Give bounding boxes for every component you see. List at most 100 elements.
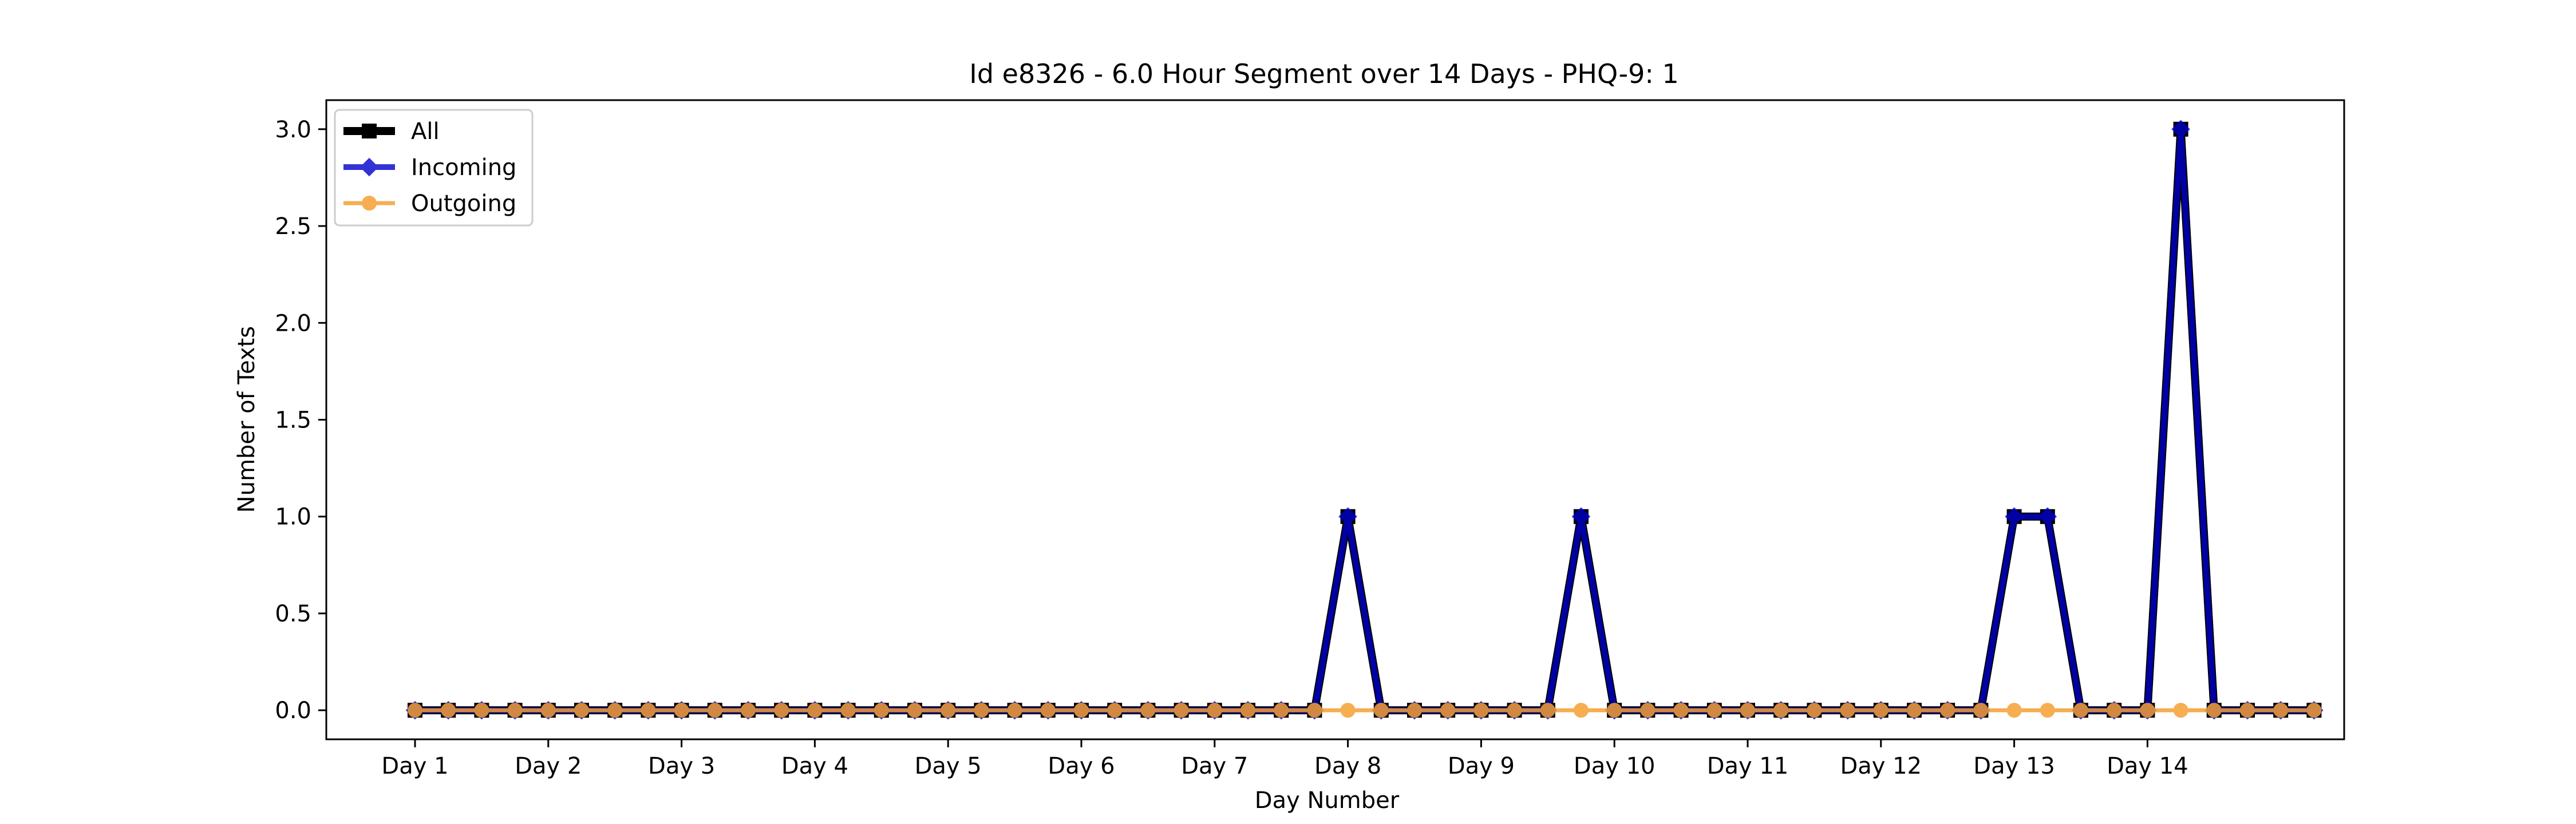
outgoing-point-41 bbox=[1773, 703, 1789, 718]
legend-swatch-outgoing bbox=[343, 196, 395, 211]
legend-item-outgoing: Outgoing bbox=[343, 191, 516, 217]
outgoing-point-8 bbox=[674, 703, 689, 718]
legend-swatch-incoming bbox=[343, 157, 395, 177]
outgoing-point-44 bbox=[1873, 703, 1888, 718]
series-incoming bbox=[405, 120, 2324, 720]
outgoing-point-36 bbox=[1607, 703, 1622, 718]
x-tick-label-13: Day 14 bbox=[2107, 753, 2188, 779]
outgoing-point-16 bbox=[941, 703, 956, 718]
legend: All Incoming Outgoing bbox=[334, 109, 534, 227]
outgoing-point-35 bbox=[1574, 703, 1589, 718]
outgoing-point-29 bbox=[1373, 703, 1389, 718]
x-tick-label-5: Day 6 bbox=[1048, 753, 1115, 779]
legend-marker-outgoing-0 bbox=[362, 196, 377, 211]
outgoing-point-37 bbox=[1640, 703, 1656, 718]
outgoing-point-31 bbox=[1440, 703, 1456, 718]
axes-layer: 0.0 0.5 1.0 1.5 2.0 2.5 3.0 Day 1 Day 2 Day 3 Day … bbox=[275, 117, 2188, 779]
y-tick-label-3: 1.5 bbox=[275, 407, 311, 434]
x-tick-label-12: Day 13 bbox=[1973, 753, 2055, 779]
outgoing-point-17 bbox=[974, 703, 989, 718]
y-axis-label: Number of Texts bbox=[234, 326, 260, 513]
outgoing-point-15 bbox=[907, 703, 922, 718]
chart-title: Id e8326 - 6.0 Hour Segment over 14 Days… bbox=[969, 58, 1678, 89]
incoming-point-53 bbox=[2171, 120, 2190, 139]
y-tick-label-6: 3.0 bbox=[275, 117, 311, 143]
outgoing-point-45 bbox=[1907, 703, 1922, 718]
x-tick-label-2: Day 3 bbox=[648, 753, 715, 779]
outgoing-point-24 bbox=[1207, 703, 1222, 718]
outgoing-point-28 bbox=[1340, 703, 1356, 718]
outgoing-point-2 bbox=[474, 703, 489, 718]
outgoing-point-39 bbox=[1706, 703, 1722, 718]
series-layer bbox=[405, 120, 2324, 720]
outgoing-point-40 bbox=[1740, 703, 1755, 718]
legend-box bbox=[334, 109, 534, 227]
outgoing-point-50 bbox=[2073, 703, 2088, 718]
outgoing-point-55 bbox=[2240, 703, 2255, 718]
outgoing-point-14 bbox=[874, 703, 889, 718]
x-tick-label-10: Day 11 bbox=[1707, 753, 1789, 779]
y-tick-label-0: 0.0 bbox=[275, 698, 311, 724]
legend-swatch-all bbox=[343, 124, 395, 138]
legend-item-all: All bbox=[343, 118, 440, 145]
outgoing-point-43 bbox=[1840, 703, 1855, 718]
x-tick-label-11: Day 12 bbox=[1840, 753, 1922, 779]
x-tick-label-3: Day 4 bbox=[781, 753, 848, 779]
outgoing-point-38 bbox=[1673, 703, 1689, 718]
outgoing-point-46 bbox=[1940, 703, 1955, 718]
incoming-point-28 bbox=[1338, 507, 1357, 526]
legend-label-outgoing: Outgoing bbox=[411, 191, 516, 217]
outgoing-point-5 bbox=[574, 703, 589, 718]
outgoing-point-32 bbox=[1473, 703, 1489, 718]
outgoing-point-0 bbox=[408, 703, 422, 718]
outgoing-point-53 bbox=[2173, 703, 2188, 718]
outgoing-point-47 bbox=[1973, 703, 1989, 718]
outgoing-point-9 bbox=[707, 703, 722, 718]
outgoing-point-3 bbox=[507, 703, 523, 718]
outgoing-point-21 bbox=[1107, 703, 1123, 718]
outgoing-point-25 bbox=[1240, 703, 1255, 718]
outgoing-point-13 bbox=[840, 703, 856, 718]
x-tick-label-8: Day 9 bbox=[1448, 753, 1515, 779]
y-tick-label-5: 2.5 bbox=[275, 213, 311, 240]
outgoing-point-49 bbox=[2040, 703, 2055, 718]
incoming-point-48 bbox=[2005, 507, 2024, 526]
outgoing-point-23 bbox=[1174, 703, 1189, 718]
series-outgoing bbox=[408, 703, 2322, 718]
legend-label-all: All bbox=[411, 118, 440, 145]
x-tick-label-6: Day 7 bbox=[1181, 753, 1248, 779]
outgoing-point-26 bbox=[1274, 703, 1289, 718]
outgoing-point-6 bbox=[607, 703, 623, 718]
outgoing-point-42 bbox=[1807, 703, 1822, 718]
x-axis-label: Day Number bbox=[1255, 787, 1400, 814]
outgoing-point-20 bbox=[1074, 703, 1089, 718]
outgoing-point-22 bbox=[1140, 703, 1156, 718]
outgoing-point-18 bbox=[1007, 703, 1022, 718]
outgoing-point-10 bbox=[741, 703, 756, 718]
outgoing-point-52 bbox=[2140, 703, 2155, 718]
outgoing-point-57 bbox=[2306, 703, 2322, 718]
outgoing-point-27 bbox=[1307, 703, 1322, 718]
outgoing-point-11 bbox=[774, 703, 789, 718]
outgoing-point-19 bbox=[1040, 703, 1056, 718]
outgoing-point-33 bbox=[1507, 703, 1522, 718]
legend-label-incoming: Incoming bbox=[411, 154, 516, 181]
outgoing-point-30 bbox=[1407, 703, 1422, 718]
x-tick-label-4: Day 5 bbox=[915, 753, 982, 779]
incoming-point-49 bbox=[2038, 507, 2057, 526]
legend-marker-all-0 bbox=[362, 124, 377, 138]
outgoing-point-34 bbox=[1540, 703, 1555, 718]
y-tick-label-1: 0.5 bbox=[275, 601, 311, 627]
y-tick-label-4: 2.0 bbox=[275, 310, 311, 336]
incoming-line bbox=[415, 129, 2314, 714]
plot-frame bbox=[325, 99, 2345, 740]
outgoing-point-1 bbox=[441, 703, 456, 718]
outgoing-point-48 bbox=[2006, 703, 2022, 718]
x-tick-label-1: Day 2 bbox=[515, 753, 582, 779]
outgoing-point-7 bbox=[641, 703, 656, 718]
outgoing-point-4 bbox=[540, 703, 556, 718]
legend-marker-incoming-0 bbox=[359, 157, 379, 177]
outgoing-point-51 bbox=[2107, 703, 2122, 718]
incoming-point-35 bbox=[1571, 507, 1591, 526]
